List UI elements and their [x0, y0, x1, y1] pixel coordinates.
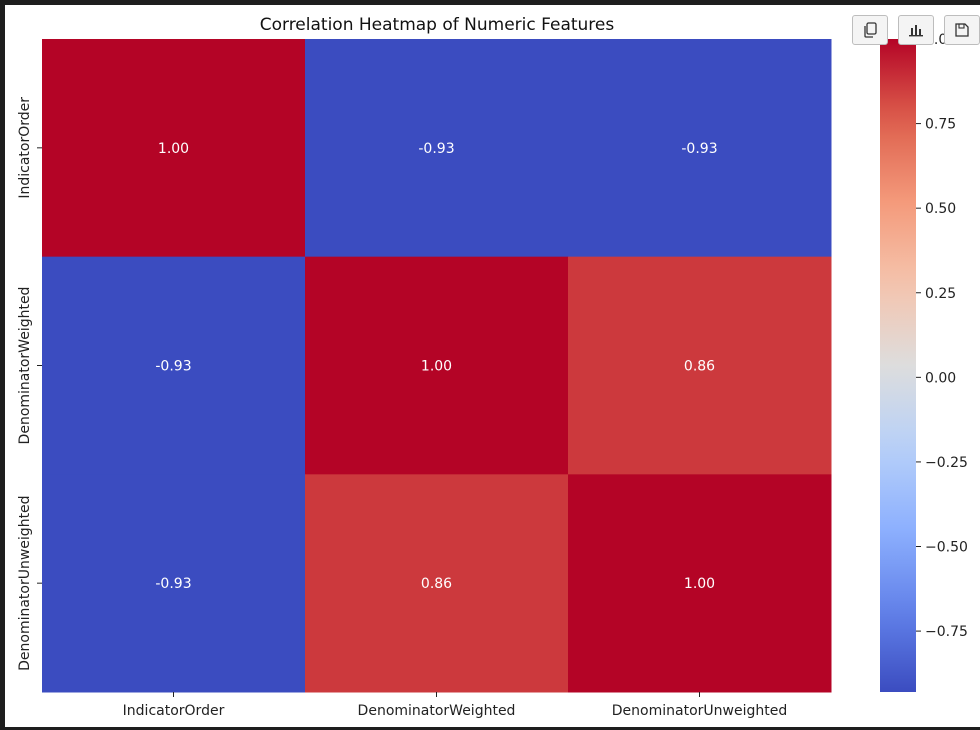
copy-button[interactable] [852, 15, 888, 45]
cell-label-1-0: -0.93 [155, 359, 191, 375]
y-axis: IndicatorOrder DenominatorWeighted Denomin… [17, 97, 42, 671]
copy-icon [863, 22, 877, 38]
cell-label-2-2: 1.00 [684, 576, 715, 592]
colorbar-tick-label-6: −0.50 [925, 540, 968, 556]
colorbar: 1.000.750.500.250.00−0.25−0.50−0.75 [880, 32, 968, 692]
colorbar-tick-label-1: 0.75 [925, 117, 956, 133]
colorbar-tick-label-3: 0.25 [925, 286, 956, 302]
cell-label-2-1: 0.86 [421, 576, 452, 592]
colorbar-gradient [880, 39, 916, 692]
cell-label-0-0: 1.00 [158, 141, 189, 157]
heatmap-cell-2-0 [42, 474, 306, 693]
heatmap-cell-2-2 [568, 474, 832, 693]
heatmap-cell-2-1 [305, 474, 569, 693]
heatmap-chart: Correlation Heatmap of Numeric Features … [17, 15, 968, 719]
y-tick-label-2: DenominatorUnweighted [17, 495, 33, 670]
heatmap-cell-1-1 [305, 256, 569, 475]
heatmap-cell-0-1 [305, 39, 569, 258]
x-axis: IndicatorOrder DenominatorWeighted Denomin… [123, 692, 787, 719]
cell-label-2-0: -0.93 [155, 576, 191, 592]
colorbar-tick-label-4: 0.00 [925, 370, 956, 386]
save-button[interactable] [944, 15, 980, 45]
heatmap-cell-0-2 [568, 39, 832, 258]
chart-button[interactable] [898, 15, 934, 45]
heatmap-cell-1-2 [568, 256, 832, 475]
cell-label-0-2: -0.93 [681, 141, 717, 157]
x-tick-label-0: IndicatorOrder [123, 703, 225, 719]
figure-frame: Correlation Heatmap of Numeric Features … [5, 5, 980, 727]
x-tick-label-1: DenominatorWeighted [358, 703, 516, 719]
colorbar-tick-label-5: −0.25 [925, 455, 968, 471]
heatmap-cell-1-0 [42, 256, 306, 475]
y-tick-label-1: DenominatorWeighted [17, 287, 33, 445]
cell-label-0-1: -0.93 [418, 141, 454, 157]
heatmap-cell-0-0 [42, 39, 306, 258]
colorbar-tick-label-7: −0.75 [925, 624, 968, 640]
chart-title: Correlation Heatmap of Numeric Features [260, 15, 615, 35]
save-icon [955, 23, 969, 37]
y-tick-label-0: IndicatorOrder [17, 97, 33, 199]
output-toolbar [852, 15, 980, 48]
bar-chart-icon [908, 23, 924, 37]
cell-label-1-1: 1.00 [421, 359, 452, 375]
x-tick-label-2: DenominatorUnweighted [612, 703, 787, 719]
cell-label-1-2: 0.86 [684, 359, 715, 375]
colorbar-tick-label-2: 0.50 [925, 201, 956, 217]
heatmap-cells: 1.00 -0.93 -0.93 -0.93 1.00 0.86 -0.93 0.86 1.00 [42, 39, 832, 693]
